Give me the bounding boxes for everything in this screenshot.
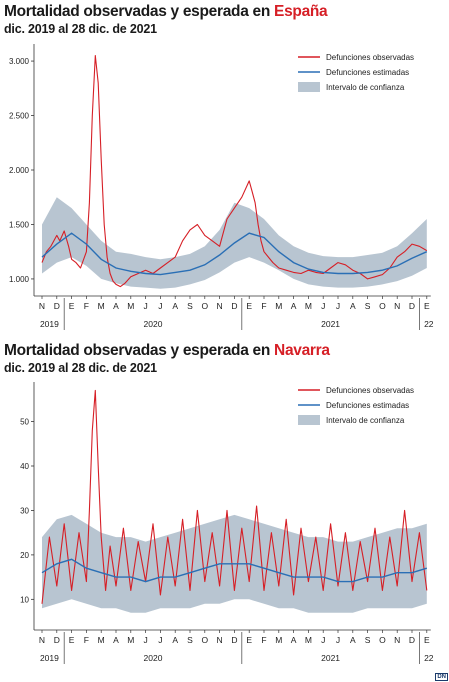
x-month-label: O bbox=[201, 301, 208, 311]
x-month-label: M bbox=[98, 635, 105, 645]
chart-title-espana: Mortalidad observadas y esperada en Espa… bbox=[4, 3, 328, 20]
y-tick-label: 20 bbox=[20, 551, 29, 560]
x-month-label: M bbox=[305, 301, 312, 311]
x-year-label: 2021 bbox=[321, 319, 340, 329]
x-month-label: S bbox=[365, 301, 371, 311]
y-tick-label: 3.000 bbox=[9, 57, 30, 66]
x-month-label: M bbox=[127, 635, 134, 645]
x-month-label: J bbox=[321, 301, 325, 311]
x-month-label: F bbox=[84, 635, 89, 645]
x-year-label: 2019 bbox=[40, 653, 59, 663]
x-month-label: F bbox=[261, 301, 266, 311]
x-month-label: M bbox=[98, 301, 105, 311]
x-month-label: J bbox=[336, 301, 340, 311]
x-month-label: D bbox=[409, 301, 415, 311]
x-month-label: E bbox=[424, 301, 430, 311]
x-month-label: E bbox=[69, 635, 75, 645]
x-month-label: M bbox=[275, 301, 282, 311]
x-month-label: S bbox=[187, 635, 193, 645]
x-month-label: F bbox=[261, 635, 266, 645]
x-month-label: S bbox=[187, 301, 193, 311]
x-month-label: A bbox=[113, 635, 119, 645]
chart-subtitle-navarra: dic. 2019 al 28 dic. de 2021 bbox=[4, 361, 157, 375]
x-month-label: D bbox=[409, 635, 415, 645]
x-year-label: 2020 bbox=[144, 653, 163, 663]
series-defunciones-estimadas-line bbox=[41, 232, 428, 276]
x-month-label: N bbox=[39, 635, 45, 645]
y-tick-label: 30 bbox=[20, 506, 29, 515]
x-month-label: J bbox=[158, 635, 162, 645]
x-month-label: O bbox=[201, 635, 208, 645]
series-defunciones-observadas-line bbox=[41, 55, 428, 288]
x-month-label: J bbox=[158, 301, 162, 311]
x-month-label: F bbox=[84, 301, 89, 311]
x-month-label: M bbox=[305, 635, 312, 645]
x-year-label: 22 bbox=[424, 319, 434, 329]
x-month-label: N bbox=[217, 635, 223, 645]
x-month-label: A bbox=[172, 635, 178, 645]
x-month-label: M bbox=[127, 301, 134, 311]
x-month-label: O bbox=[379, 635, 386, 645]
x-month-label: N bbox=[39, 301, 45, 311]
x-month-label: A bbox=[172, 301, 178, 311]
legend-swatch-band bbox=[298, 82, 320, 92]
x-month-label: E bbox=[69, 301, 75, 311]
y-tick-label: 2.000 bbox=[9, 166, 30, 175]
x-year-label: 2019 bbox=[40, 319, 59, 329]
x-month-label: D bbox=[231, 635, 237, 645]
y-tick-label: 1.500 bbox=[9, 220, 30, 229]
x-month-label: D bbox=[231, 301, 237, 311]
x-month-label: N bbox=[394, 635, 400, 645]
x-year-label: 2021 bbox=[321, 653, 340, 663]
legend-label: Intervalo de confianza bbox=[326, 416, 405, 425]
x-month-label: A bbox=[350, 301, 356, 311]
x-month-label: E bbox=[246, 635, 252, 645]
legend-label: Intervalo de confianza bbox=[326, 83, 405, 92]
x-month-label: E bbox=[246, 301, 252, 311]
x-year-label: 2020 bbox=[144, 319, 163, 329]
x-month-label: D bbox=[54, 301, 60, 311]
x-month-label: N bbox=[394, 301, 400, 311]
x-month-label: J bbox=[143, 635, 147, 645]
x-month-label: A bbox=[291, 301, 297, 311]
legend-label: Defunciones observadas bbox=[326, 386, 414, 395]
x-month-label: A bbox=[113, 301, 119, 311]
x-month-label: J bbox=[321, 635, 325, 645]
x-month-label: J bbox=[143, 301, 147, 311]
x-year-label: 22 bbox=[424, 653, 434, 663]
y-tick-label: 50 bbox=[20, 418, 29, 427]
y-tick-label: 40 bbox=[20, 462, 29, 471]
y-tick-label: 1.000 bbox=[9, 275, 30, 284]
x-month-label: M bbox=[275, 635, 282, 645]
brand-logo: DN bbox=[435, 673, 448, 681]
legend-label: Defunciones observadas bbox=[326, 53, 414, 62]
y-tick-label: 2.500 bbox=[9, 112, 30, 121]
y-tick-label: 10 bbox=[20, 595, 29, 604]
chart-subtitle-espana: dic. 2019 al 28 dic. de 2021 bbox=[4, 22, 157, 36]
x-month-label: S bbox=[365, 635, 371, 645]
chart-title-navarra: Mortalidad observadas y esperada en Nava… bbox=[4, 342, 330, 359]
x-month-label: A bbox=[291, 635, 297, 645]
x-month-label: O bbox=[379, 301, 386, 311]
x-month-label: J bbox=[336, 635, 340, 645]
legend-label: Defunciones estimadas bbox=[326, 401, 409, 410]
series-defunciones-observadas-line bbox=[41, 389, 428, 604]
x-month-label: A bbox=[350, 635, 356, 645]
series-defunciones-estimadas-line bbox=[41, 558, 428, 583]
x-month-label: N bbox=[217, 301, 223, 311]
legend-label: Defunciones estimadas bbox=[326, 68, 409, 77]
legend-swatch-band bbox=[298, 415, 320, 425]
x-month-label: D bbox=[54, 635, 60, 645]
x-month-label: E bbox=[424, 635, 430, 645]
